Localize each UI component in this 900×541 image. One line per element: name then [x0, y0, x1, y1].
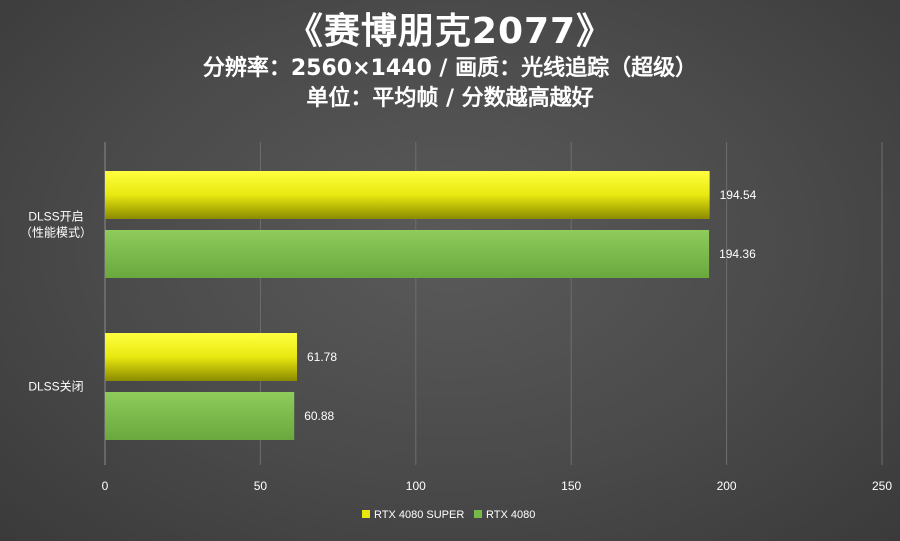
- legend: RTX 4080 SUPER RTX 4080: [362, 509, 535, 521]
- data-label: 194.36: [719, 247, 756, 261]
- x-tick-label: 50: [254, 479, 268, 493]
- category-label-line: DLSS关闭: [28, 380, 83, 394]
- chart-subtitle-unit: 单位：平均帧 / 分数越高越好: [306, 86, 594, 111]
- data-label: 60.88: [304, 409, 334, 423]
- bar: [105, 392, 295, 440]
- chart-subtitle-resolution: 分辨率：2560×1440 / 画质：光线追踪（超级）: [202, 56, 698, 81]
- bar: [105, 333, 298, 381]
- chart-header: 《赛博朋克2077》 分辨率：2560×1440 / 画质：光线追踪（超级） 单…: [0, 0, 900, 114]
- x-tick-label: 150: [561, 479, 581, 493]
- category-label-line: （性能模式）: [20, 226, 92, 240]
- bar: [105, 171, 710, 219]
- legend-label: RTX 4080: [486, 509, 535, 521]
- x-tick-label: 0: [102, 479, 109, 493]
- legend-label: RTX 4080 SUPER: [374, 509, 464, 521]
- data-label: 194.54: [720, 188, 757, 202]
- x-tick-label: 250: [872, 479, 892, 493]
- category-label: DLSS关闭: [28, 380, 83, 394]
- x-tick-label: 200: [717, 479, 737, 493]
- bar: [105, 230, 710, 278]
- bars: [105, 171, 710, 440]
- x-tick-label: 100: [406, 479, 426, 493]
- legend-swatch: [474, 510, 482, 518]
- category-label: DLSS开启 （性能模式）: [20, 210, 92, 240]
- category-label-line: DLSS开启: [28, 210, 83, 224]
- labels: 0 50 100 150 200 250 194.54 194.36 DLSS开启 （性能模式） 6…: [20, 188, 892, 493]
- data-label: 61.78: [307, 350, 337, 364]
- chart-title: 《赛博朋克2077》: [286, 11, 614, 52]
- legend-swatch: [362, 510, 370, 518]
